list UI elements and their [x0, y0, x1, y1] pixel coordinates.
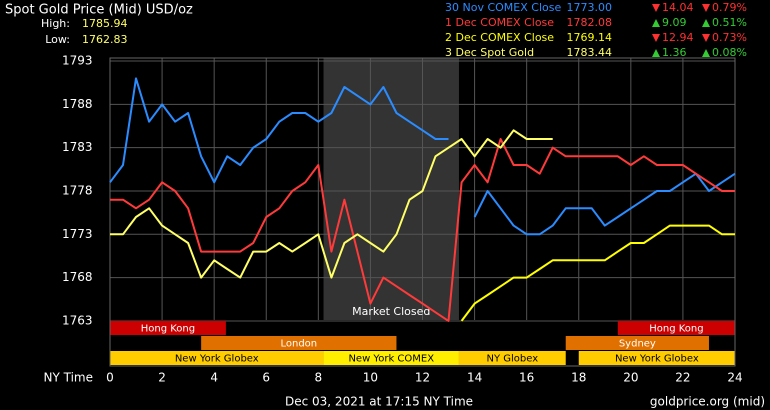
legend-pct: 0.73% — [712, 31, 747, 44]
chart-title: Spot Gold Price (Mid) USD/oz — [5, 3, 193, 18]
legend-close: 1773.00 — [567, 1, 613, 14]
session-label: London — [280, 339, 317, 350]
session-bar — [565, 336, 709, 350]
footer-left: Dec 03, 2021 at 17:15 NY Time — [285, 395, 473, 409]
series-line — [109, 77, 736, 236]
session-bar — [201, 336, 397, 350]
y-tick-label: 1778 — [62, 183, 93, 197]
x-tick-label: 20 — [623, 371, 638, 385]
session-bar — [110, 351, 324, 365]
x-tick-label: 14 — [467, 371, 482, 385]
low-value: 1762.83 — [82, 33, 128, 46]
session-bar — [110, 321, 226, 335]
session-bar — [323, 351, 459, 365]
x-tick-label: 16 — [519, 371, 534, 385]
y-tick-label: 1773 — [62, 227, 93, 241]
x-tick-label: 6 — [262, 371, 270, 385]
low-label: Low: — [45, 33, 70, 46]
y-tick-label: 1793 — [62, 54, 93, 68]
footer-right: goldprice.org (mid) — [650, 395, 765, 409]
high-value: 1785.94 — [82, 17, 128, 30]
closed-band — [323, 58, 459, 320]
session-label: Hong Kong — [141, 324, 195, 335]
y-tick-label: 1768 — [62, 270, 93, 284]
series-line — [460, 224, 735, 322]
change-arrow — [652, 49, 660, 57]
legend-change: 1.36 — [662, 46, 687, 59]
legend-close: 1783.44 — [567, 46, 613, 59]
change-arrow — [652, 34, 660, 42]
x-axis-label: NY Time — [44, 371, 94, 385]
legend-change: 14.04 — [662, 1, 694, 14]
legend-name: 2 Dec COMEX Close — [445, 31, 554, 44]
session-label: Sydney — [619, 339, 656, 350]
session-bar — [458, 351, 566, 365]
series-line — [110, 138, 735, 322]
legend-pct: 0.08% — [712, 46, 747, 59]
legend-name: 1 Dec COMEX Close — [445, 16, 554, 29]
x-tick-label: 18 — [571, 371, 586, 385]
closed-label: Market Closed — [352, 305, 430, 318]
legend-change: 9.09 — [662, 16, 687, 29]
legend-pct: 0.79% — [712, 1, 747, 14]
session-label: New York Globex — [175, 354, 259, 365]
legend-close: 1769.14 — [567, 31, 613, 44]
plot-frame — [109, 57, 736, 367]
pct-arrow — [702, 49, 710, 57]
change-arrow — [652, 4, 660, 12]
legend-name: 30 Nov COMEX Close — [445, 1, 561, 14]
session-bar — [617, 321, 735, 335]
session-label: Hong Kong — [649, 324, 703, 335]
session-label: New York Globex — [615, 354, 699, 365]
x-tick-label: 4 — [210, 371, 218, 385]
session-bar — [578, 351, 735, 365]
series-line — [110, 129, 553, 279]
change-arrow — [652, 19, 660, 27]
high-label: High: — [41, 17, 70, 30]
legend-close: 1782.08 — [567, 16, 613, 29]
x-tick-label: 10 — [363, 371, 378, 385]
y-tick-label: 1763 — [62, 313, 93, 327]
x-tick-label: 12 — [415, 371, 430, 385]
x-tick-label: 24 — [727, 371, 742, 385]
x-tick-label: 22 — [675, 371, 690, 385]
x-tick-label: 2 — [158, 371, 166, 385]
y-tick-label: 1788 — [62, 97, 93, 111]
session-label: NY Globex — [487, 354, 539, 365]
pct-arrow — [702, 19, 710, 27]
x-tick-label: 0 — [106, 371, 114, 385]
session-label: New York COMEX — [348, 354, 434, 365]
y-tick-label: 1783 — [62, 140, 93, 154]
legend-name: 3 Dec Spot Gold — [445, 46, 534, 59]
pct-arrow — [702, 34, 710, 42]
legend-change: 12.94 — [662, 31, 694, 44]
legend-pct: 0.51% — [712, 16, 747, 29]
x-tick-label: 8 — [315, 371, 323, 385]
pct-arrow — [702, 4, 710, 12]
